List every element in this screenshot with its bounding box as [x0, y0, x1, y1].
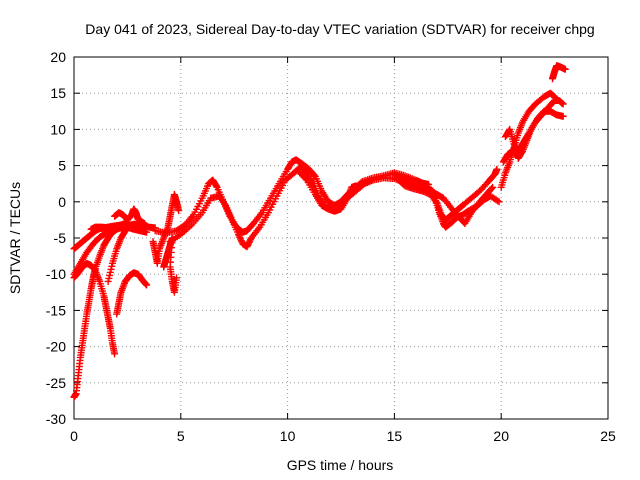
data-point: [310, 171, 318, 179]
x-tick-label: 0: [70, 428, 78, 444]
data-point: [493, 165, 501, 173]
y-tick-label: 15: [50, 85, 66, 101]
data-point: [236, 234, 244, 242]
x-tick-labels: 0 5 10 15 20 25: [70, 428, 616, 444]
series-track-f: [113, 269, 151, 318]
data-point: [175, 206, 183, 214]
series-track-o: [407, 180, 497, 228]
y-tick-labels: -30 -25 -20 -15 -10 -5 0 5 10 15 20: [46, 49, 66, 427]
x-tick-label: 20: [493, 428, 509, 444]
series-track-h: [149, 191, 183, 267]
y-tick-label: -10: [46, 266, 66, 282]
series-track-g: [111, 205, 148, 228]
data-point: [221, 200, 229, 208]
x-axis-label: GPS time / hours: [287, 457, 394, 473]
data-point: [561, 65, 569, 73]
data-points: [70, 62, 569, 401]
data-point: [140, 220, 148, 228]
series-track-i: [160, 234, 181, 296]
y-axis-label: SDTVAR / TECUs: [7, 182, 23, 294]
data-point: [559, 112, 567, 120]
series-track-e: [104, 220, 142, 285]
data-point: [489, 183, 497, 191]
y-tick-label: -25: [46, 375, 66, 391]
data-point: [139, 219, 147, 227]
series-track-r: [501, 107, 567, 162]
y-tick-label: -15: [46, 302, 66, 318]
x-tick-label: 25: [600, 428, 616, 444]
y-tick-label: 20: [50, 49, 66, 65]
data-point: [111, 350, 119, 358]
data-point: [143, 281, 151, 289]
data-point: [559, 100, 567, 108]
y-tick-label: -5: [54, 230, 67, 246]
data-point: [237, 235, 245, 243]
chart-title: Day 041 of 2023, Sidereal Day-to-day VTE…: [85, 21, 594, 37]
data-point: [173, 274, 181, 282]
x-tick-label: 10: [280, 428, 296, 444]
y-tick-label: 0: [58, 194, 66, 210]
data-point: [234, 230, 242, 238]
data-point: [352, 182, 360, 190]
data-point: [301, 175, 309, 183]
y-tick-label: 5: [58, 158, 66, 174]
x-tick-label: 5: [177, 428, 185, 444]
y-tick-label: -20: [46, 339, 66, 355]
series-track-p: [497, 89, 559, 191]
y-tick-label: -30: [46, 411, 66, 427]
series-track-s: [548, 62, 569, 83]
series-track-c: [70, 259, 119, 358]
x-tick-label: 15: [387, 428, 403, 444]
data-point: [488, 185, 496, 193]
axis-ticks: [73, 56, 609, 420]
data-point: [142, 280, 150, 288]
data-point: [494, 197, 502, 205]
data-point: [237, 237, 245, 245]
data-point: [143, 228, 151, 236]
data-point: [235, 232, 243, 240]
data-point: [495, 198, 503, 206]
data-point: [505, 127, 513, 135]
series-track-l: [294, 167, 360, 215]
series-track-t: [87, 223, 151, 236]
data-point: [212, 182, 220, 190]
y-tick-label: 10: [50, 121, 66, 137]
